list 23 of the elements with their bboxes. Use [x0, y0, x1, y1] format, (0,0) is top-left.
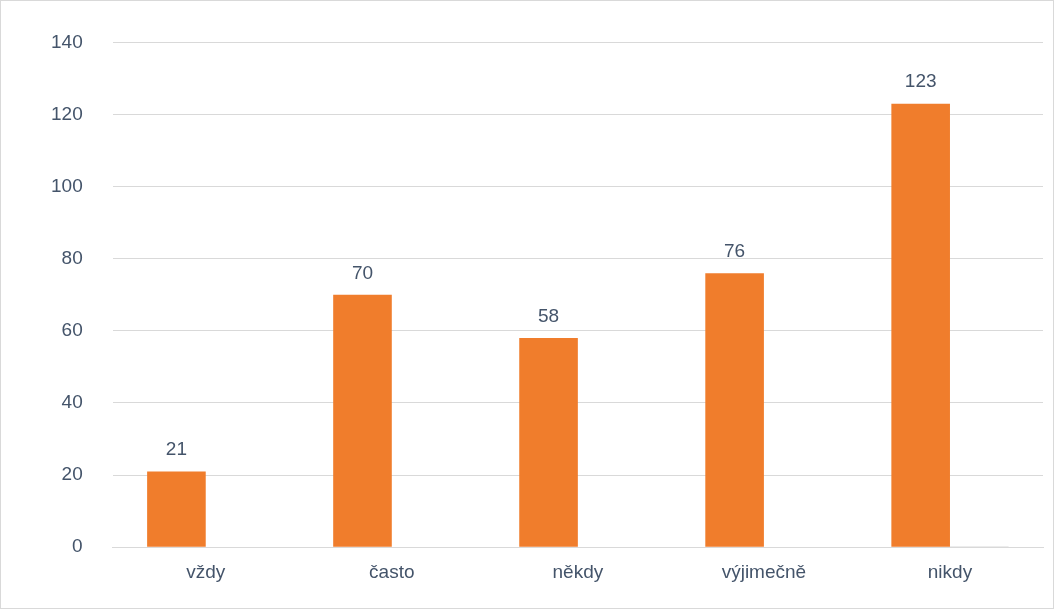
x-tick-label: výjimečně: [721, 560, 807, 582]
y-tick-label: 100: [51, 174, 83, 196]
x-tick-label: někdy: [552, 560, 604, 582]
y-tick-label: 140: [51, 30, 83, 52]
y-tick-label: 40: [61, 391, 83, 413]
y-tick-label: 120: [51, 102, 83, 124]
x-tick-label: vždy: [186, 560, 226, 582]
y-tick-label: 60: [61, 319, 83, 341]
bar: [519, 338, 578, 547]
y-tick-label: 0: [72, 535, 83, 557]
data-label: 123: [904, 70, 937, 92]
x-tick-label: často: [369, 560, 415, 582]
y-tick-label: 20: [61, 463, 83, 485]
bar: [147, 471, 206, 547]
data-label: 70: [351, 261, 374, 283]
bar: [891, 103, 950, 547]
x-tick-label: nikdy: [927, 560, 973, 582]
bar: [333, 294, 392, 547]
data-label: 58: [537, 304, 560, 326]
data-label: 76: [724, 239, 746, 261]
y-tick-label: 80: [61, 246, 83, 268]
bar: [705, 273, 764, 547]
data-label: 21: [165, 438, 187, 460]
